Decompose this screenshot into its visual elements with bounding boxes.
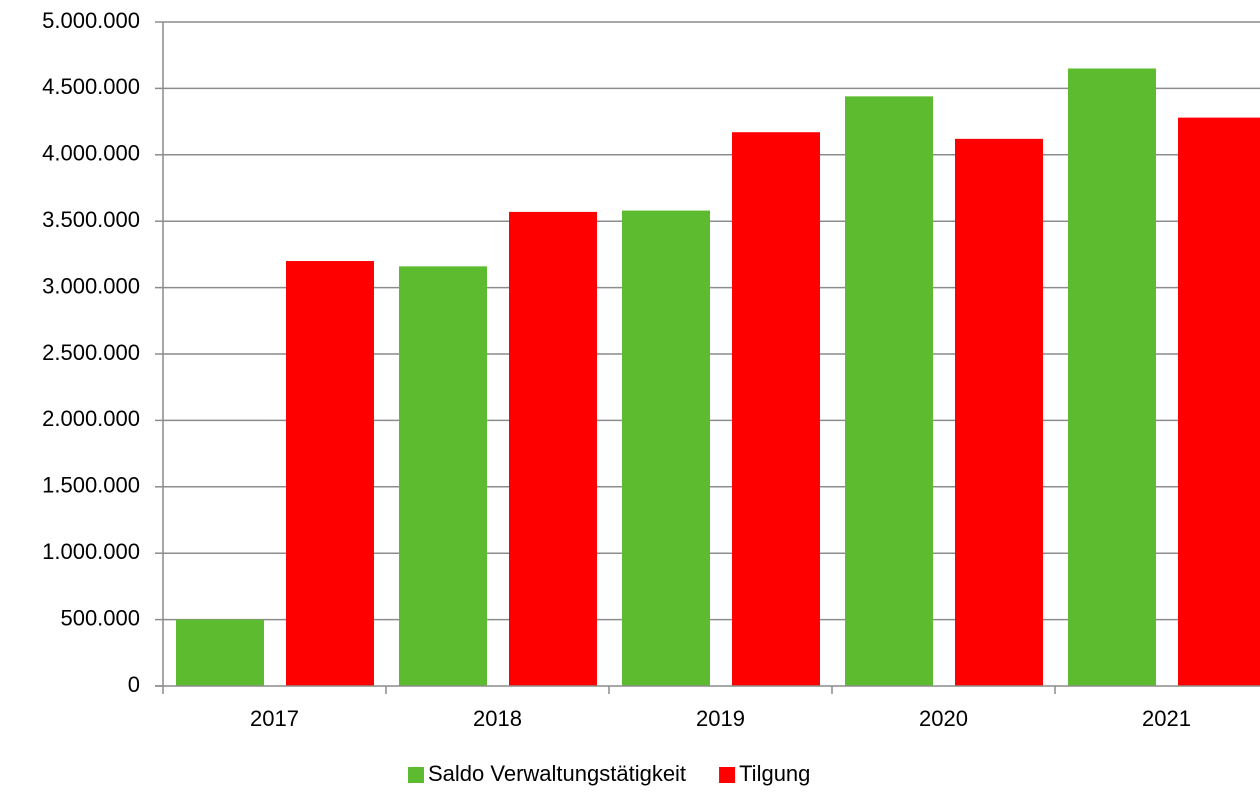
bar bbox=[1068, 68, 1156, 687]
bar bbox=[286, 261, 374, 686]
y-tick-label: 4.500.000 bbox=[42, 74, 140, 99]
x-tick-label: 2020 bbox=[919, 706, 968, 731]
bar bbox=[732, 132, 820, 686]
y-tick-label: 3.000.000 bbox=[42, 273, 140, 298]
legend-label: Saldo Verwaltungstätigkeit bbox=[428, 761, 686, 786]
x-tick-label: 2018 bbox=[473, 706, 522, 731]
x-tick-label: 2021 bbox=[1142, 706, 1191, 731]
y-tick-label: 3.500.000 bbox=[42, 207, 140, 232]
bar bbox=[509, 211, 597, 687]
x-tick-label: 2019 bbox=[696, 706, 745, 731]
legend-label: Tilgung bbox=[739, 761, 810, 786]
bar bbox=[955, 138, 1043, 686]
y-tick-label: 2.000.000 bbox=[42, 406, 140, 431]
y-tick-label: 0 bbox=[128, 672, 140, 697]
bar bbox=[176, 619, 264, 686]
bar bbox=[622, 210, 710, 687]
y-tick-label: 2.500.000 bbox=[42, 340, 140, 365]
legend-swatch bbox=[408, 767, 424, 783]
y-tick-label: 1.500.000 bbox=[42, 473, 140, 498]
bar bbox=[399, 266, 487, 686]
x-tick-label: 2017 bbox=[250, 706, 299, 731]
bar bbox=[845, 96, 933, 687]
y-tick-label: 500.000 bbox=[60, 605, 140, 630]
bar bbox=[1178, 117, 1260, 687]
y-tick-label: 4.000.000 bbox=[42, 141, 140, 166]
legend-swatch bbox=[719, 767, 736, 783]
y-tick-label: 1.000.000 bbox=[42, 539, 140, 564]
y-tick-label: 5.000.000 bbox=[42, 8, 140, 33]
